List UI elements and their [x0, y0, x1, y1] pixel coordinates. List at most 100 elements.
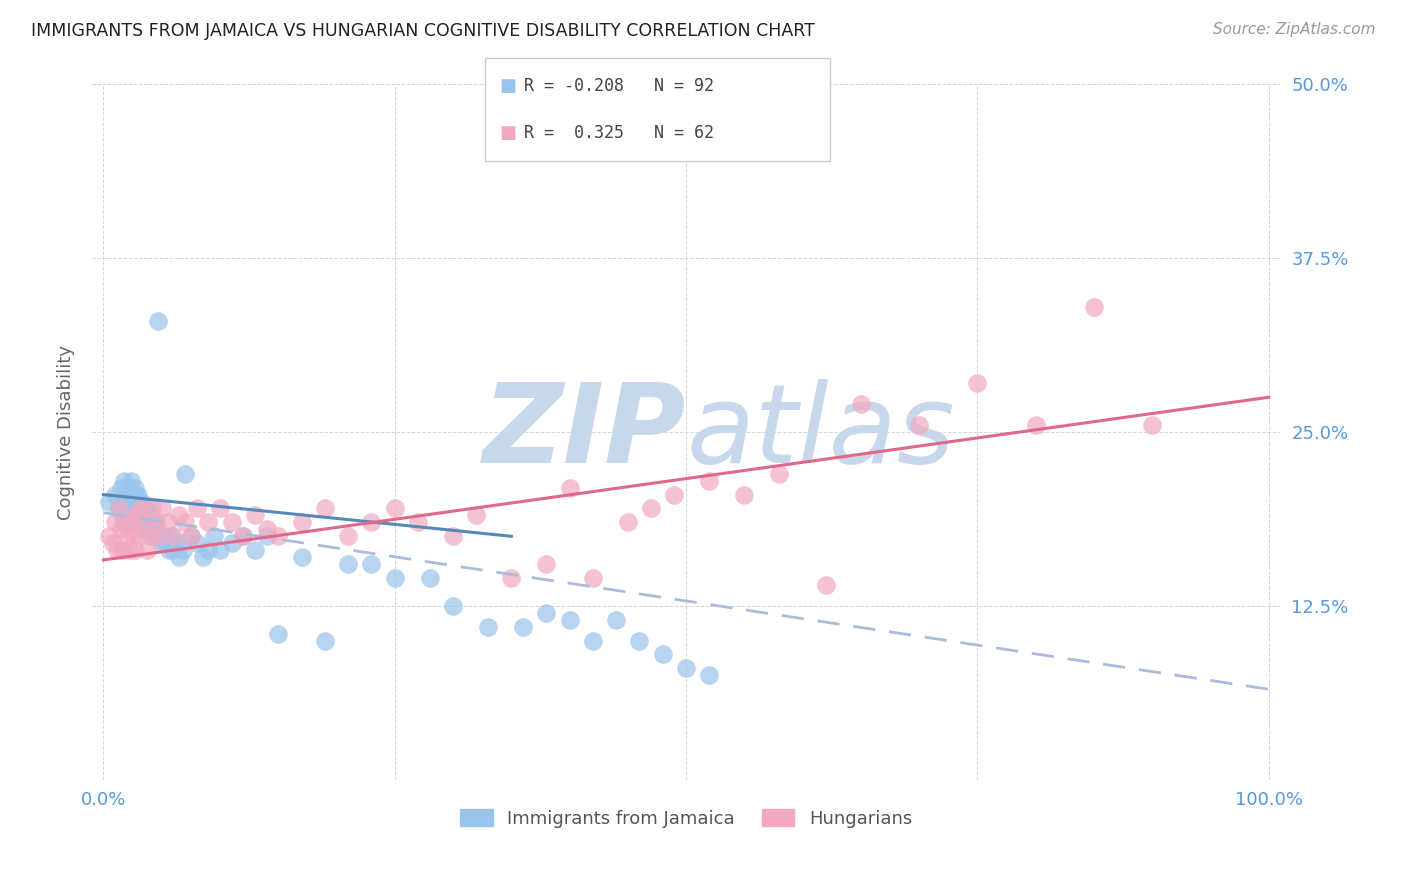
Point: [135, 516, 157, 530]
Point: [290, 550, 312, 565]
Point: [128, 516, 150, 530]
Point: [104, 487, 127, 501]
Point: [145, 522, 167, 536]
Point: [197, 543, 219, 558]
Point: [148, 529, 170, 543]
Point: [121, 474, 143, 488]
Point: [150, 536, 173, 550]
Text: atlas: atlas: [686, 378, 955, 485]
Point: [125, 508, 148, 523]
Point: [124, 543, 146, 558]
Point: [139, 508, 162, 523]
Point: [558, 481, 581, 495]
Point: [127, 508, 149, 523]
Point: [122, 501, 145, 516]
Point: [125, 487, 148, 501]
Point: [153, 529, 176, 543]
Point: [139, 529, 162, 543]
Point: [129, 501, 152, 516]
Point: [111, 543, 134, 558]
Point: [628, 633, 651, 648]
Point: [146, 529, 169, 543]
Point: [155, 536, 177, 550]
Point: [512, 620, 534, 634]
Point: [406, 516, 429, 530]
Text: ■: ■: [499, 124, 516, 142]
Point: [134, 501, 156, 516]
Point: [664, 487, 686, 501]
Point: [125, 501, 148, 516]
Point: [167, 508, 190, 523]
Point: [98, 494, 121, 508]
Point: [115, 516, 138, 530]
Point: [337, 557, 360, 571]
Point: [115, 529, 138, 543]
Point: [243, 543, 266, 558]
Point: [640, 501, 662, 516]
Point: [558, 613, 581, 627]
Point: [139, 522, 162, 536]
Point: [699, 668, 721, 682]
Point: [136, 508, 159, 523]
Point: [180, 529, 202, 543]
Point: [118, 494, 141, 508]
Point: [145, 516, 167, 530]
Point: [197, 516, 219, 530]
Text: ZIP: ZIP: [482, 378, 686, 485]
Point: [141, 516, 163, 530]
Point: [172, 543, 194, 558]
Point: [733, 487, 755, 501]
Point: [148, 529, 170, 543]
Point: [593, 133, 616, 147]
Point: [148, 314, 170, 328]
Point: [243, 508, 266, 523]
Point: [122, 487, 145, 501]
Point: [104, 516, 127, 530]
Point: [256, 529, 278, 543]
Point: [135, 543, 157, 558]
Point: [118, 543, 141, 558]
Point: [221, 536, 243, 550]
Point: [267, 529, 290, 543]
Point: [117, 481, 139, 495]
Point: [110, 481, 132, 495]
Point: [127, 494, 149, 508]
Point: [129, 494, 152, 508]
Point: [814, 578, 837, 592]
Point: [165, 536, 187, 550]
Point: [141, 501, 163, 516]
Point: [1140, 418, 1163, 433]
Point: [208, 543, 231, 558]
Point: [150, 501, 173, 516]
Point: [675, 661, 697, 675]
Point: [605, 613, 627, 627]
Point: [107, 501, 129, 516]
Point: [384, 571, 406, 585]
Point: [124, 516, 146, 530]
Point: [121, 508, 143, 523]
Point: [114, 474, 136, 488]
Point: [501, 571, 523, 585]
Point: [441, 529, 464, 543]
Point: [651, 648, 673, 662]
Point: [384, 501, 406, 516]
Point: [134, 522, 156, 536]
Point: [134, 516, 156, 530]
Point: [290, 516, 312, 530]
Point: [157, 543, 180, 558]
Point: [101, 536, 124, 550]
Point: [107, 543, 129, 558]
Point: [849, 397, 872, 411]
Point: [162, 543, 184, 558]
Point: [360, 516, 382, 530]
Point: [98, 529, 121, 543]
Point: [202, 529, 225, 543]
Point: [768, 467, 790, 481]
Point: [314, 501, 336, 516]
Point: [118, 501, 141, 516]
Point: [138, 516, 160, 530]
Y-axis label: Cognitive Disability: Cognitive Disability: [58, 344, 75, 519]
Point: [111, 508, 134, 523]
Point: [115, 501, 138, 516]
Point: [699, 474, 721, 488]
